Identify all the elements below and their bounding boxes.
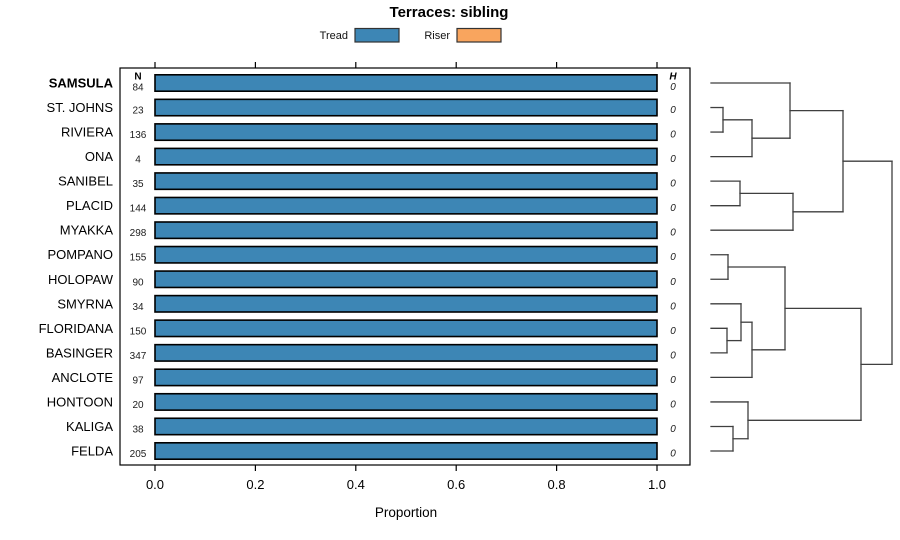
tread-bar (154, 221, 658, 240)
x-axis-tick-label: 0.2 (246, 477, 264, 492)
tread-bar (154, 147, 658, 166)
n-value: 4 (135, 155, 141, 166)
h-value: 0 (670, 301, 676, 312)
n-value: 144 (130, 204, 147, 215)
legend: Tread Riser (320, 27, 502, 43)
h-value: 0 (670, 82, 676, 93)
tread-bar (154, 172, 658, 191)
h-value: 0 (670, 154, 676, 165)
n-value: 155 (130, 253, 147, 264)
n-value: 84 (132, 83, 144, 94)
row-label: HONTOON (47, 394, 113, 409)
row-label: SAMSULA (49, 76, 114, 91)
chart-title: Terraces: sibling (390, 4, 509, 21)
n-value: 20 (132, 400, 144, 411)
legend-riser-label: Riser (424, 30, 450, 42)
row-label: SANIBEL (58, 174, 113, 189)
n-value: 35 (132, 179, 144, 190)
tread-bar (154, 98, 658, 117)
row-label: ANCLOTE (52, 370, 114, 385)
tread-bar (154, 417, 658, 436)
row-label: HOLOPAW (48, 272, 114, 287)
h-value: 0 (670, 252, 676, 263)
x-axis-tick-label: 1.0 (648, 477, 666, 492)
row-label: MYAKKA (60, 223, 114, 238)
x-axis-tick-label: 0.6 (447, 477, 465, 492)
tread-bar (154, 196, 658, 215)
legend-tread-swatch (354, 27, 400, 43)
tread-bar (154, 441, 658, 460)
h-value: 0 (670, 375, 676, 386)
n-value: 34 (132, 302, 144, 313)
legend-riser-swatch (456, 27, 502, 43)
h-value: 0 (670, 130, 676, 141)
h-value: 0 (670, 105, 676, 116)
h-value: 0 (670, 448, 676, 459)
x-axis-tick-label: 0.4 (347, 477, 365, 492)
row-label: BASINGER (46, 345, 113, 360)
h-value: 0 (670, 424, 676, 435)
legend-tread-label: Tread (320, 30, 348, 42)
n-value: 347 (130, 351, 147, 362)
row-label: POMPANO (48, 247, 114, 262)
h-value: 0 (670, 326, 676, 337)
n-value: 38 (132, 424, 144, 435)
row-label: KALIGA (66, 419, 113, 434)
h-value: 0 (670, 228, 676, 239)
tread-bar (154, 319, 658, 338)
x-axis-tick-label: 0.0 (146, 477, 164, 492)
row-label: SMYRNA (57, 296, 113, 311)
tread-bar (154, 368, 658, 387)
dendrogram (710, 82, 893, 452)
tread-bar (154, 343, 658, 362)
x-axis: 0.0 0.2 0.4 0.6 0.8 1.0 (146, 62, 666, 492)
h-column-header: H (669, 72, 677, 83)
row-label: PLACID (66, 198, 113, 213)
n-value: 90 (132, 277, 144, 288)
tread-bar (154, 74, 658, 93)
row-label: RIVIERA (61, 125, 113, 140)
tread-bar (154, 294, 658, 313)
n-value: 23 (132, 106, 144, 117)
n-column-header: N (134, 72, 141, 83)
row-label: ST. JOHNS (47, 100, 114, 115)
h-value: 0 (670, 350, 676, 361)
tread-bar (154, 392, 658, 411)
bar-rows: SAMSULA N H 84 0 ST. JOHNS 23 0 RIVIERA 136 0 ONA 4 0… (39, 72, 678, 460)
n-value: 298 (130, 228, 147, 239)
n-value: 205 (130, 449, 147, 460)
h-value: 0 (670, 179, 676, 190)
n-value: 150 (130, 326, 147, 337)
h-value: 0 (670, 203, 676, 214)
x-axis-tick-label: 0.8 (548, 477, 566, 492)
tread-bar (154, 270, 658, 289)
tread-bar (154, 245, 658, 264)
row-label: ONA (85, 149, 114, 164)
tread-bar (154, 123, 658, 142)
row-label: FLORIDANA (39, 321, 114, 336)
n-value: 97 (132, 375, 144, 386)
plot-frame (119, 67, 691, 466)
h-value: 0 (670, 277, 676, 288)
n-value: 136 (130, 130, 147, 141)
h-value: 0 (670, 399, 676, 410)
x-axis-title: Proportion (375, 505, 437, 520)
row-label: FELDA (71, 443, 113, 458)
